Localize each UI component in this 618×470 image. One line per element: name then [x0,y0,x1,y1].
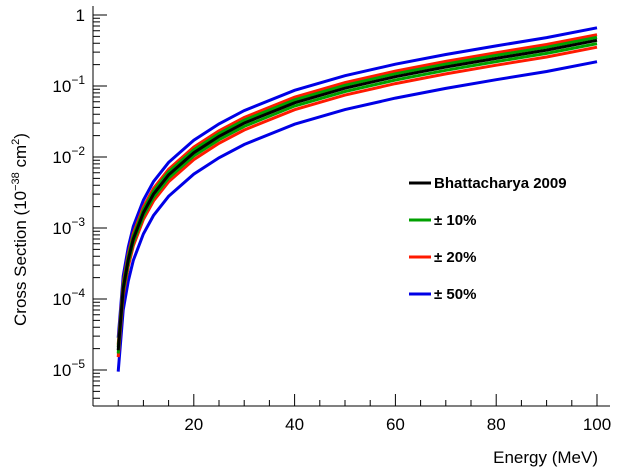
y-axis-title-exp1: −38 [10,172,22,191]
y-tick-label: 10−2 [52,144,85,167]
legend: Bhattacharya 2009 ± 10% ± 20% ± 50% [409,175,567,303]
x-ticks: 20 40 60 80 100 [117,394,611,434]
axes-layer [92,6,610,407]
y-tick-label: 10−1 [52,73,85,96]
x-tick-label: 60 [386,415,405,434]
y-axis-title: Cross Section (10−38 cm2) [10,133,30,326]
x-tick-label: 40 [285,415,304,434]
y-ticks: 1 10−1 10−2 10−3 10−4 10−5 [52,6,107,399]
y-tick-label: 10−4 [52,286,85,309]
series-line-pm50-lower [116,60,598,372]
series-line-pm10-lower [116,42,598,354]
y-axis-title-base: Cross Section (10 [11,191,30,326]
legend-label: Bhattacharya 2009 [434,175,567,192]
x-axis-title: Energy (MeV) [493,448,598,467]
legend-label: ± 50% [434,286,476,303]
y-axis-title-mid: cm [11,145,30,172]
legend-label: ± 10% [434,212,476,229]
legend-label: ± 20% [434,249,476,266]
x-tick-label: 80 [487,415,506,434]
y-tick-label: 10−3 [52,215,85,238]
series-line-central [116,38,598,351]
y-axis-title-end: ) [11,133,30,139]
series-line-pm20-lower [116,45,598,358]
series-line-pm50-upper [116,26,598,338]
curves-layer [116,26,598,372]
y-axis-title-exp2: 2 [10,139,22,145]
x-tick-label: 20 [184,415,203,434]
y-tick-label: 1 [76,6,85,25]
y-tick-label: 10−5 [52,357,85,380]
x-tick-label: 100 [583,415,611,434]
